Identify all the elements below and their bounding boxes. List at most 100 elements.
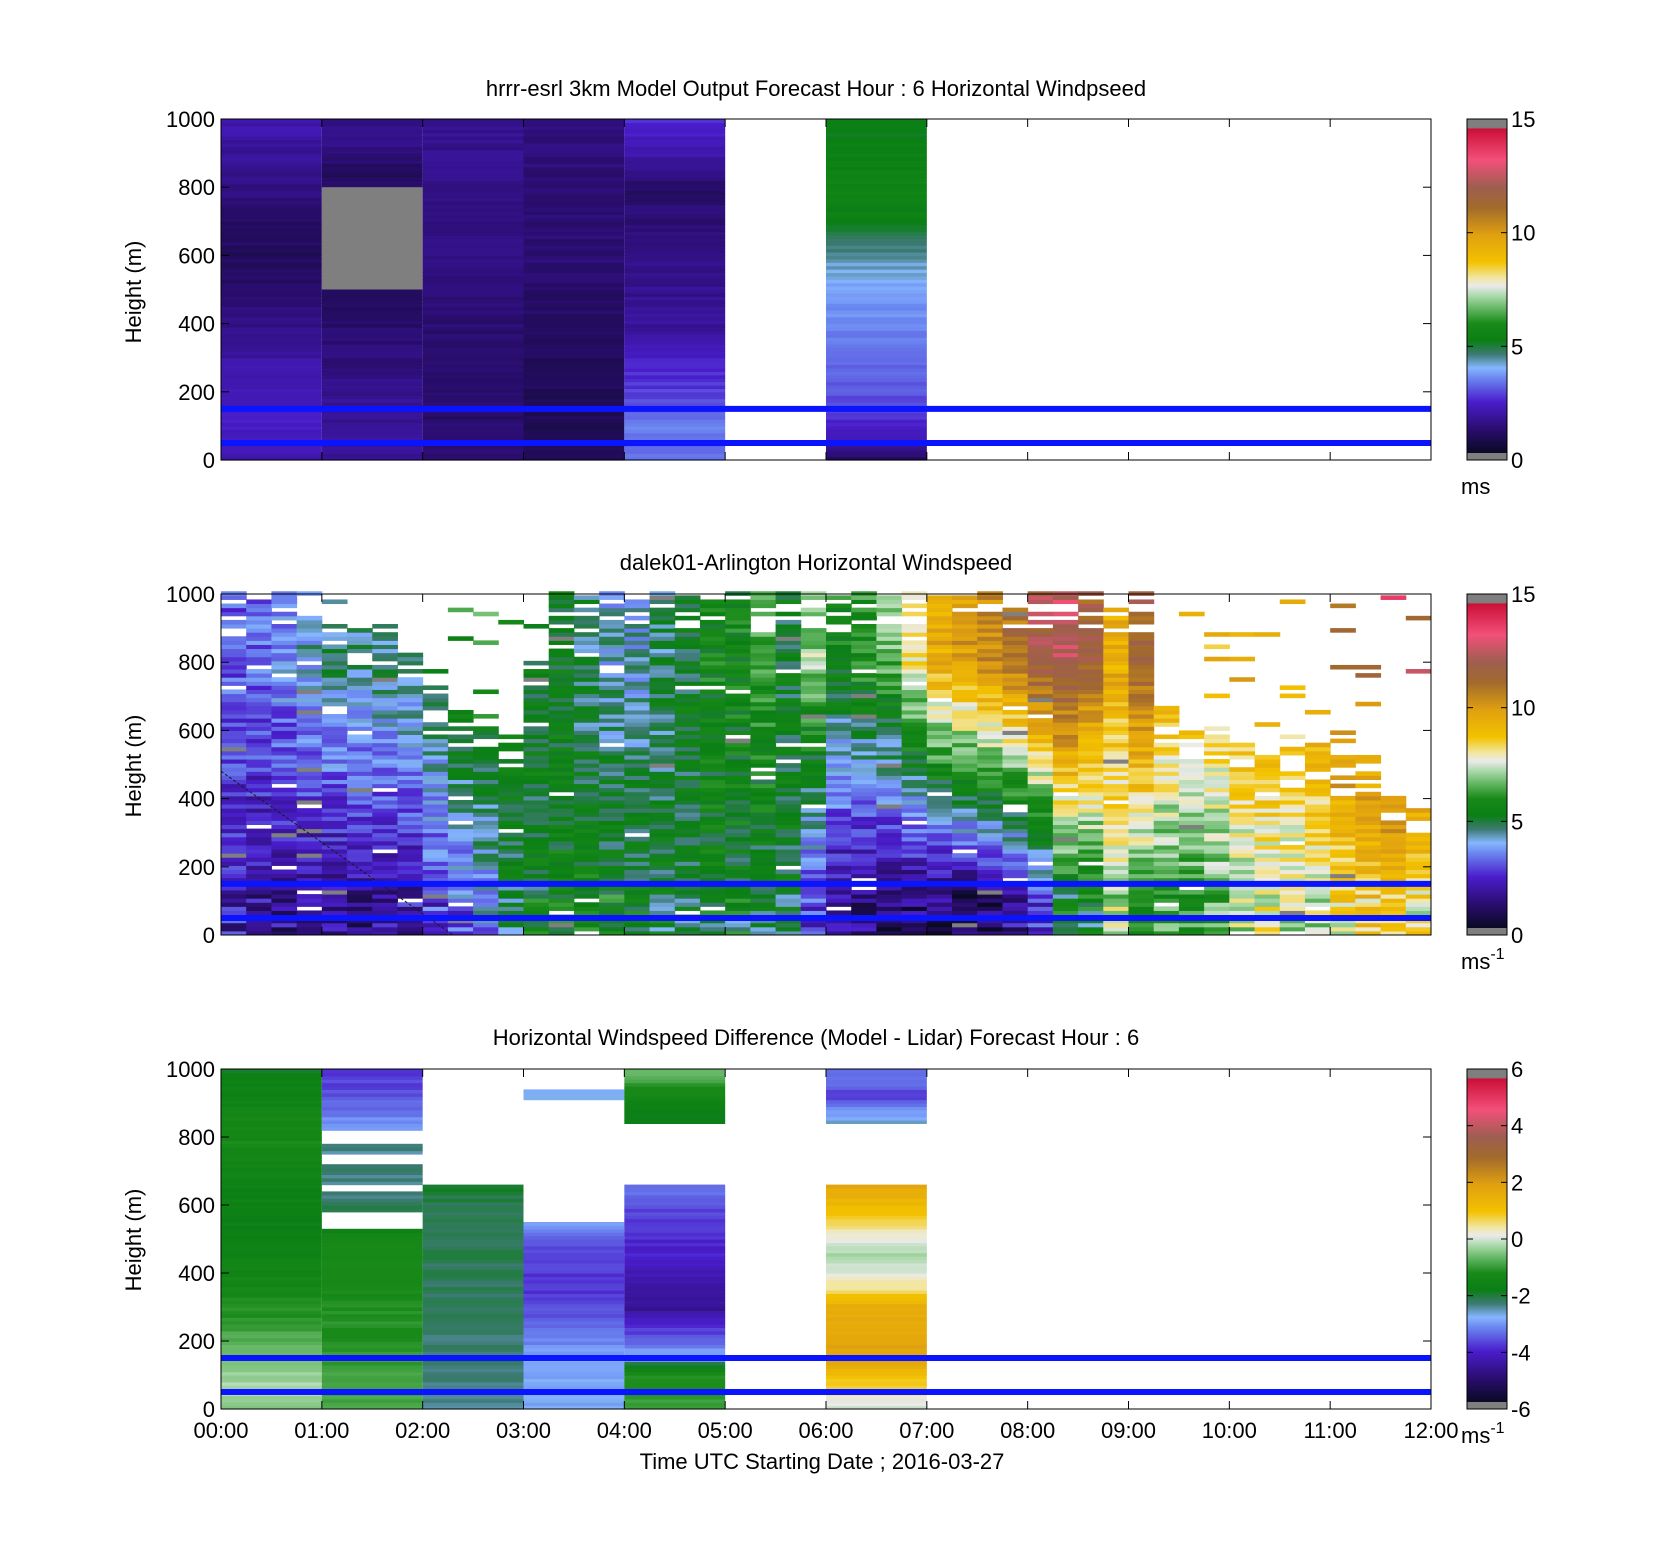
heatmap-cell [523, 245, 625, 250]
heatmap-cell [926, 681, 953, 686]
heatmap-cell [649, 779, 676, 785]
heatmap-cell [447, 861, 474, 866]
heatmap-cell [246, 840, 272, 846]
heatmap-cell [725, 857, 751, 862]
heatmap-cell [271, 853, 298, 858]
heatmap-cell [725, 669, 751, 674]
heatmap-cell [1078, 632, 1104, 637]
heatmap-cell [221, 384, 322, 389]
heatmap-cell [674, 816, 701, 821]
heatmap-cell [221, 1116, 322, 1121]
heatmap-cell [952, 599, 978, 605]
heatmap-cell [977, 709, 1003, 715]
heatmap-cell [775, 816, 802, 821]
heatmap-cell [1204, 926, 1230, 932]
heatmap-cell [422, 832, 449, 838]
heatmap-cell [321, 1235, 423, 1240]
heatmap-cell [523, 422, 625, 427]
heatmap-cell [221, 279, 322, 284]
heatmap-cell [271, 775, 298, 781]
heatmap-cell [321, 1245, 423, 1250]
heatmap-cell [901, 861, 928, 866]
heatmap-cell [221, 820, 247, 826]
heatmap-cell [624, 344, 726, 349]
heatmap-cell [573, 861, 600, 866]
heatmap-cell [624, 718, 651, 723]
heatmap-cell [271, 615, 298, 621]
heatmap-cell [422, 1201, 524, 1206]
heatmap-cell [599, 652, 625, 658]
heatmap-cell [624, 910, 651, 916]
heatmap-cell [1153, 873, 1180, 879]
heatmap-cell [473, 783, 499, 789]
heatmap-cell [321, 456, 423, 461]
heatmap-cell [246, 910, 272, 916]
heatmap-cell [977, 759, 1003, 764]
heatmap-cell [573, 820, 600, 826]
heatmap-cell [901, 840, 928, 846]
heatmap-cell [321, 361, 423, 366]
heatmap-cell [473, 820, 499, 826]
heatmap-cell [548, 906, 575, 911]
heatmap-cell [750, 750, 777, 756]
heatmap-cell [901, 701, 928, 707]
heatmap-cell [422, 1286, 524, 1291]
heatmap-cell [1002, 902, 1029, 907]
heatmap-cell [422, 299, 524, 304]
heatmap-cell [1304, 812, 1331, 817]
heatmap-cell [422, 214, 524, 219]
heatmap-cell [473, 730, 499, 735]
heatmap-cell [321, 722, 348, 727]
heatmap-cell [977, 828, 1003, 834]
heatmap-cell [422, 1249, 524, 1254]
heatmap-cell [826, 1086, 927, 1090]
heatmap-cell [422, 1371, 524, 1376]
heatmap-cell [372, 763, 398, 768]
heatmap-cell [447, 853, 474, 858]
heatmap-cell [1204, 795, 1230, 801]
heatmap-cell [1052, 656, 1079, 662]
heatmap-cell [523, 251, 625, 256]
heatmap-cell [649, 742, 676, 748]
heatmap-cell [826, 718, 852, 723]
heatmap-cell [851, 820, 877, 826]
heatmap-cell [1103, 787, 1129, 793]
heatmap-cell [1103, 767, 1129, 772]
heatmap-cell [699, 836, 726, 842]
heatmap-cell [901, 869, 928, 875]
heatmap-cell [372, 816, 398, 821]
heatmap-cell [1254, 828, 1281, 834]
diagonal-artifact-line [220, 770, 454, 936]
heatmap-cell [977, 857, 1003, 862]
heatmap-cell [624, 783, 651, 789]
heatmap-cell [826, 754, 852, 760]
heatmap-cell [321, 136, 423, 141]
heatmap-cell [221, 930, 247, 936]
heatmap-cell [321, 767, 348, 772]
heatmap-cell [826, 364, 927, 369]
heatmap-cell [775, 595, 802, 600]
heatmap-cell [1153, 808, 1180, 813]
heatmap-cell [1178, 869, 1205, 875]
heatmap-cell [1153, 898, 1180, 903]
heatmap-cell [246, 746, 272, 752]
heatmap-cell [800, 644, 827, 650]
heatmap-cell [573, 767, 600, 772]
heatmap-cell [523, 1242, 625, 1247]
heatmap-cell [674, 669, 701, 674]
heatmap-cell [750, 701, 777, 707]
heatmap-cell [725, 828, 751, 834]
heatmap-cell [952, 722, 978, 727]
heatmap-cell [826, 898, 852, 903]
heatmap-cell [422, 1222, 524, 1226]
heatmap-cell [246, 722, 272, 727]
heatmap-cell [775, 640, 802, 645]
heatmap-cell [851, 787, 877, 793]
heatmap-cell [649, 644, 676, 650]
heatmap-cell [447, 750, 474, 756]
heatmap-cell [624, 673, 651, 678]
heatmap-cell [1178, 894, 1205, 899]
heatmap-cell [952, 730, 978, 735]
heatmap-cell [523, 217, 625, 222]
heatmap-cell [321, 636, 348, 641]
